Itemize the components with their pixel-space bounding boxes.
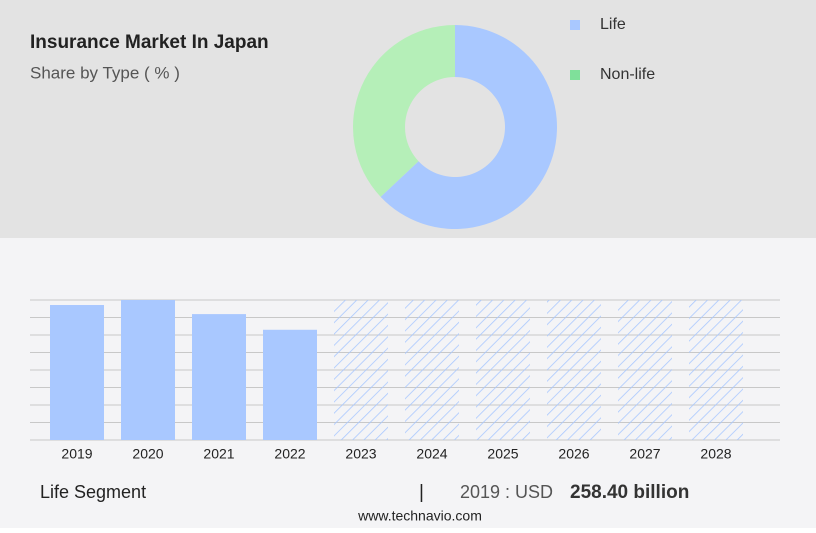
forecast-placeholder [476,300,530,440]
legend-swatch [570,70,580,80]
forecast-placeholder [405,300,459,440]
chart-subtitle: Share by Type ( % ) [30,63,180,82]
x-tick-label: 2025 [487,446,518,462]
x-tick-label: 2020 [132,446,163,462]
x-tick-label: 2026 [558,446,589,462]
bar [50,305,104,440]
pie-slice [353,24,455,197]
year-label: 2019 : USD [460,482,553,502]
forecast-placeholder [547,300,601,440]
x-tick-label: 2022 [274,446,305,462]
bar [121,300,175,440]
value-text: 258.40 billion [570,482,689,503]
x-tick-label: 2023 [345,446,376,462]
bar [263,329,317,440]
x-tick-label: 2019 [61,446,92,462]
source: www.technavio.com [357,508,482,524]
forecast-placeholder [618,300,672,440]
x-tick-label: 2027 [629,446,660,462]
chart-title: Insurance Market In Japan [30,32,269,53]
legend-label: Non-life [600,66,655,83]
legend-swatch [570,20,580,30]
forecast-placeholder [334,300,388,440]
forecast-placeholder [689,300,743,440]
legend-label: Life [600,16,626,33]
pie-slice [380,25,557,229]
bar [192,314,246,440]
separator: | [419,482,424,503]
x-tick-label: 2021 [203,446,234,462]
segment-label: Life Segment [40,482,146,502]
x-tick-label: 2024 [416,446,447,462]
x-tick-label: 2028 [700,446,731,462]
